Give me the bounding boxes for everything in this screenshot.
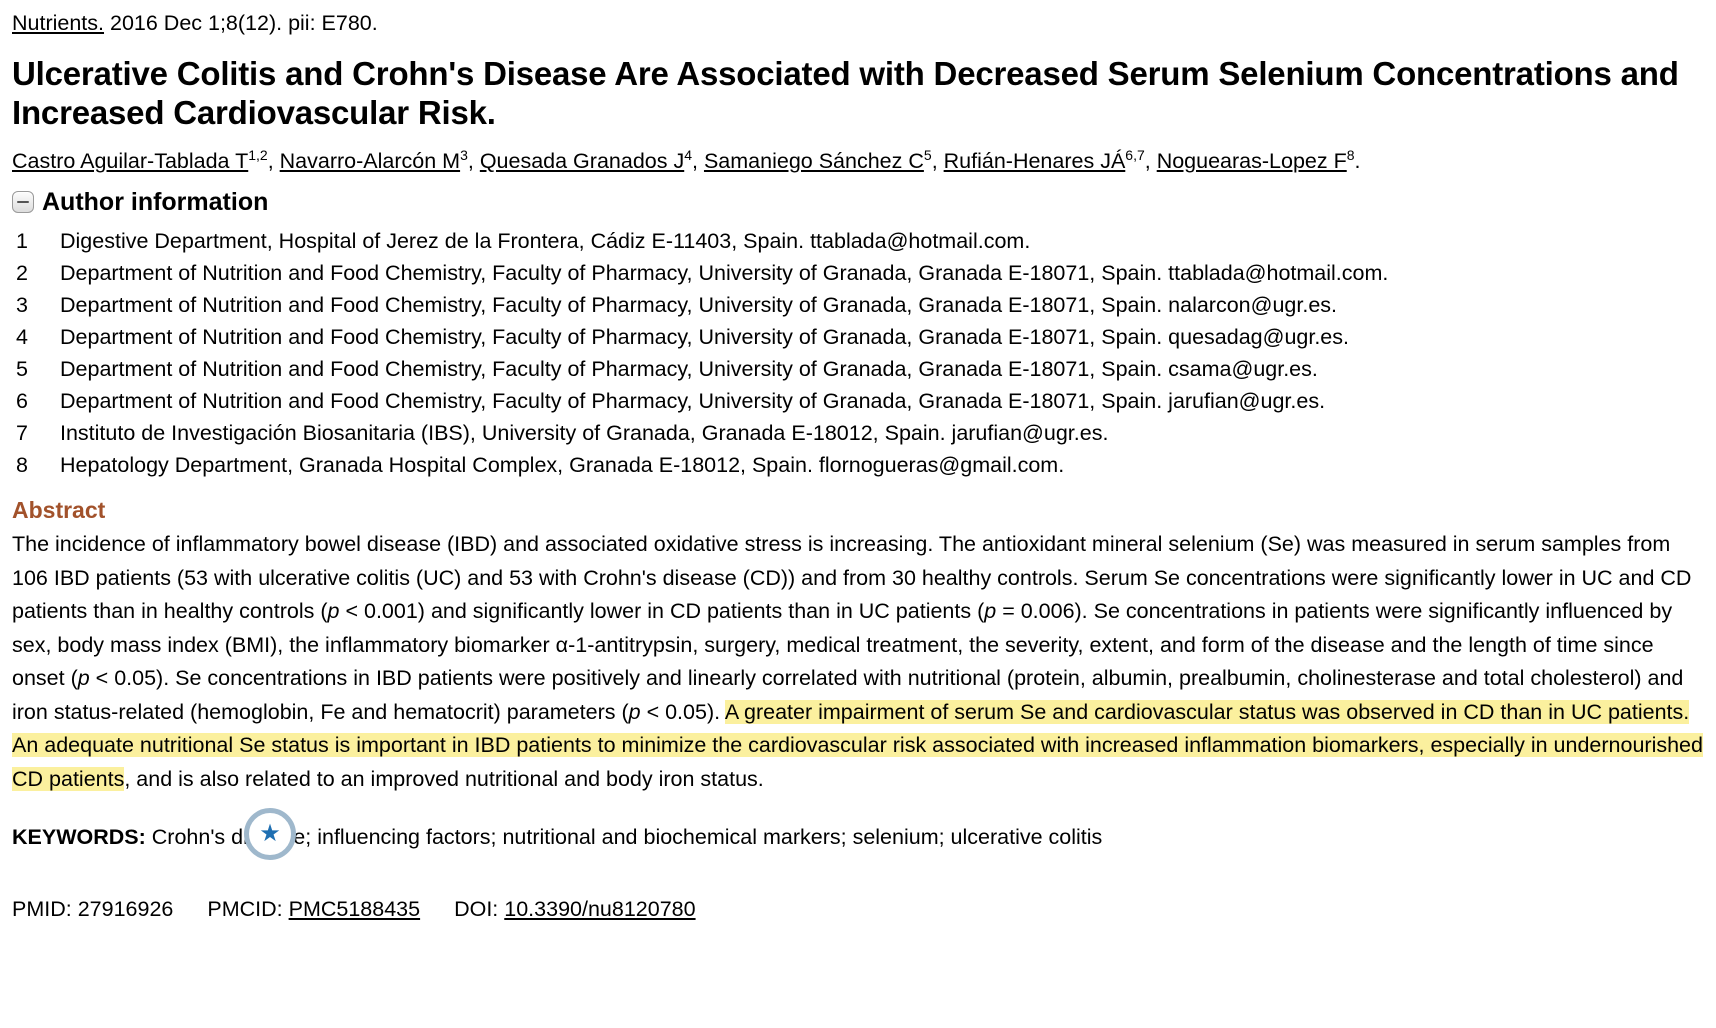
affiliation-text: Department of Nutrition and Food Chemist… (60, 325, 1349, 349)
doi-label: DOI: (454, 897, 499, 921)
abstract-segment: The incidence of inflammatory bowel dise… (12, 532, 1692, 623)
affiliation-item: 6 Department of Nutrition and Food Chemi… (12, 386, 1704, 416)
identifier-line: PMID: 27916926 PMCID: PMC5188435 DOI: 10… (12, 894, 1704, 924)
citation-line: Nutrients. 2016 Dec 1;8(12). pii: E780. (12, 8, 1704, 38)
affiliation-number: 6 (16, 389, 28, 413)
pmid-label: PMID: (12, 897, 72, 921)
affiliation-number: 2 (16, 261, 28, 285)
author-name[interactable]: Samaniego Sánchez C (703, 149, 924, 173)
affiliation-text: Hepatology Department, Granada Hospital … (60, 453, 1065, 477)
abstract-segment: < 0.001) and significantly lower in CD p… (339, 599, 985, 623)
affiliation-item: 8 Hepatology Department, Granada Hospita… (12, 450, 1704, 480)
abstract-segment: < 0.05). (640, 699, 725, 724)
keywords-line: KEYWORDS: Crohn's disease; influencing f… (12, 808, 1704, 860)
abstract-italic: p (984, 599, 997, 623)
affiliation-text: Department of Nutrition and Food Chemist… (60, 389, 1326, 413)
author-name[interactable]: Quesada Granados J (479, 149, 685, 173)
abstract-heading: Abstract (12, 497, 106, 523)
abstract-italic: p (77, 666, 90, 690)
author-name[interactable]: Rufián-Henares JÁ (943, 149, 1126, 173)
minus-icon[interactable] (12, 191, 34, 213)
affiliation-item: 3 Department of Nutrition and Food Chemi… (12, 290, 1704, 320)
affiliation-item: 7 Instituto de Investigación Biosanitari… (12, 418, 1704, 448)
author-name[interactable]: Navarro-Alarcón M (279, 149, 461, 173)
affiliation-number: 1 (16, 229, 28, 253)
author-name[interactable]: Noguearas-Lopez F (1156, 149, 1347, 173)
affiliation-number: 5 (16, 357, 28, 381)
author-name[interactable]: Castro Aguilar-Tablada T (12, 149, 249, 173)
keywords-text: Crohn's disease; influencing factors; nu… (151, 825, 1103, 849)
author-information-header[interactable]: Author information (12, 188, 1704, 216)
journal-link[interactable]: Nutrients. (12, 11, 105, 35)
doi-link[interactable]: 10.3390/nu8120780 (504, 897, 696, 921)
affiliation-number: 7 (16, 421, 28, 445)
abstract-segment: < 0.05). Se concentrations in IBD patien… (12, 666, 1684, 724)
pmid-value: 27916926 (77, 897, 174, 921)
affiliation-item: 1 Digestive Department, Hospital of Jere… (12, 226, 1704, 256)
abstract-segment: = 0.006). Se concentrations in patients … (12, 599, 1673, 690)
affiliation-item: 4 Department of Nutrition and Food Chemi… (12, 322, 1704, 352)
affiliation-number: 3 (16, 293, 28, 317)
article-title: Ulcerative Colitis and Crohn's Disease A… (12, 55, 1679, 131)
affiliation-number: 8 (16, 453, 28, 477)
keywords-label: KEYWORDS: (12, 825, 146, 849)
affiliation-text: Department of Nutrition and Food Chemist… (60, 261, 1389, 285)
affiliation-list: 1 Digestive Department, Hospital of Jere… (12, 226, 1704, 480)
altmetric-star-icon[interactable]: ★ (244, 808, 296, 860)
affiliation-text: Department of Nutrition and Food Chemist… (60, 357, 1318, 381)
abstract-segment: , and is also related to an improved nut… (124, 766, 764, 791)
abstract-italic: p (327, 599, 340, 623)
affiliation-item: 2 Department of Nutrition and Food Chemi… (12, 258, 1704, 288)
citation-details: 2016 Dec 1;8(12). pii: E780. (104, 11, 378, 35)
author-list: Castro Aguilar-Tablada T1,2, Navarro-Ala… (12, 146, 1361, 173)
affiliation-text: Instituto de Investigación Biosanitaria … (60, 421, 1109, 445)
affiliation-text: Digestive Department, Hospital of Jerez … (60, 229, 1031, 253)
pmcid-label: PMCID: (207, 897, 283, 921)
pmcid-link[interactable]: PMC5188435 (288, 897, 421, 921)
affiliation-text: Department of Nutrition and Food Chemist… (60, 293, 1338, 317)
author-information-title: Author information (42, 188, 269, 216)
affiliation-item: 5 Department of Nutrition and Food Chemi… (12, 354, 1704, 384)
affiliation-number: 4 (16, 325, 28, 349)
abstract-italic: p (628, 699, 641, 724)
abstract-text: The incidence of inflammatory bowel dise… (12, 528, 1704, 796)
